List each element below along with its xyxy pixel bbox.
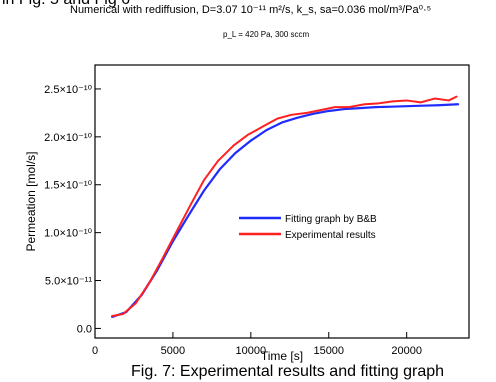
y-tick-label: 1.5×10⁻¹⁰ (44, 180, 92, 192)
legend-item-experimental-label: Experimental results (285, 230, 376, 241)
figure-caption: Fig. 7: Experimental results and fitting… (131, 363, 445, 380)
legend: Fitting graph by B&B Experimental results (239, 214, 377, 241)
chart-title: Numerical with rediffusion, D=3.07 10⁻¹¹… (70, 4, 432, 16)
legend-item-fitting-label: Fitting graph by B&B (285, 214, 377, 225)
x-tick-label: 20000 (391, 345, 422, 357)
chart-subtitle: p_L = 420 Pa, 300 sccm (223, 30, 310, 39)
x-tick-label: 10000 (236, 345, 267, 357)
y-axis-label: Permeation [mol/s] (24, 151, 38, 251)
y-tick-label: 5.0×10⁻¹¹ (45, 276, 92, 288)
y-tick-label: 2.0×10⁻¹⁰ (44, 132, 92, 144)
y-tick-label: 2.5×10⁻¹⁰ (44, 84, 92, 96)
x-tick-label: 5000 (161, 345, 185, 357)
x-tick-label: 15000 (313, 345, 344, 357)
series-line-fitting (111, 103, 460, 319)
top-text-fragment: in Fig. 5 and Fig 6 (2, 0, 130, 8)
plot-layer: 0 5000 10000 15000 20000 0.0 5.0×10⁻¹¹ 1.0×10⁻¹… (44, 64, 470, 357)
x-axis-label: Time [s] (261, 349, 303, 363)
y-tick-label: 0.0 (77, 323, 92, 335)
series-line-experimental (111, 95, 458, 317)
y-tick-label: 1.0×10⁻¹⁰ (44, 228, 92, 240)
x-tick-label: 0 (92, 345, 98, 357)
plot-frame (94, 64, 470, 339)
